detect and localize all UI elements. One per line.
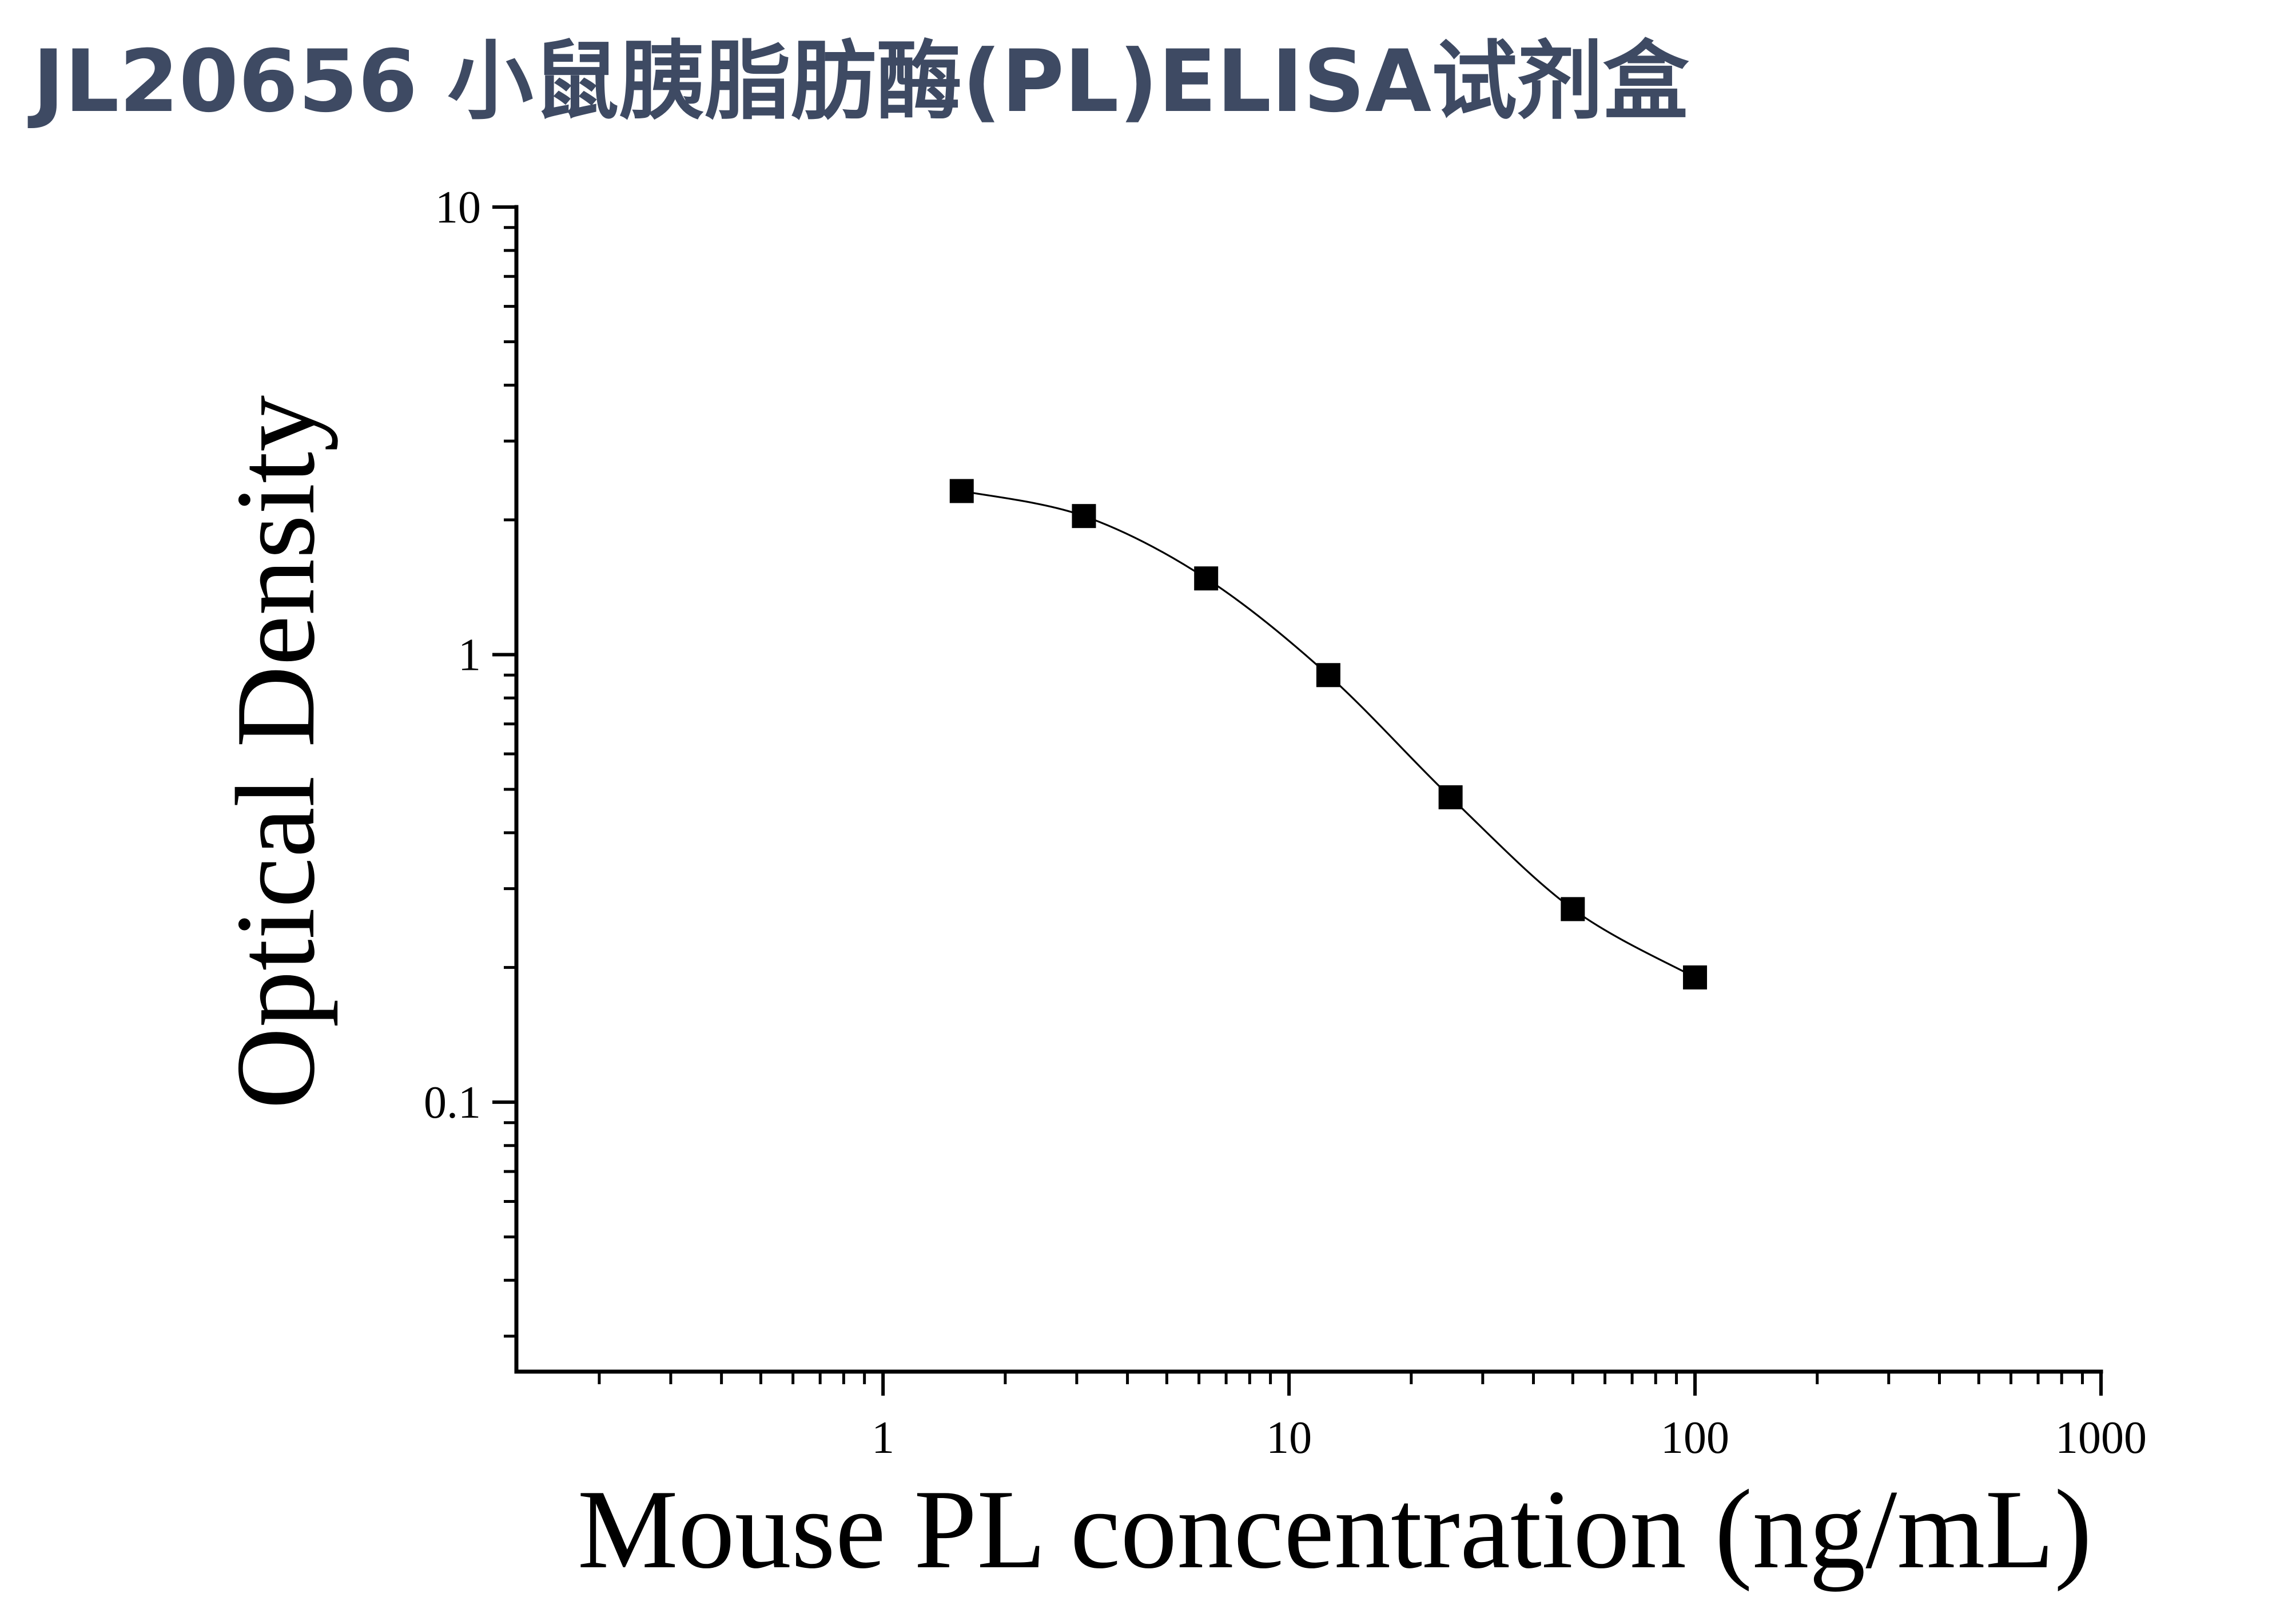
y-tick-label: 1 — [458, 630, 481, 680]
data-point — [1194, 566, 1219, 591]
y-tick-label: 10 — [435, 182, 481, 233]
x-axis-ticks: 1 10 100 1000 — [598, 1372, 2147, 1463]
x-tick-label: 1 — [872, 1413, 894, 1463]
data-point — [1561, 897, 1585, 921]
data-point — [1683, 965, 1708, 990]
x-tick-label: 1000 — [2055, 1413, 2147, 1463]
x-tick-label: 100 — [1661, 1413, 1729, 1463]
chart-title: JL20656 小鼠胰脂肪酶(PL)ELISA试剂盒 — [27, 32, 1689, 132]
data-points — [949, 479, 1708, 990]
x-tick-label: 10 — [1266, 1413, 1312, 1463]
data-point — [1438, 785, 1463, 809]
data-point — [1316, 663, 1340, 688]
data-point — [1072, 504, 1096, 529]
data-point — [949, 479, 974, 503]
x-axis-title: Mouse PL concentration (ng/mL) — [578, 1467, 2092, 1592]
y-tick-label: 0.1 — [424, 1078, 481, 1128]
y-axis-title: Optical Density — [213, 395, 338, 1109]
y-axis-ticks: 0.1 1 10 — [424, 182, 516, 1338]
